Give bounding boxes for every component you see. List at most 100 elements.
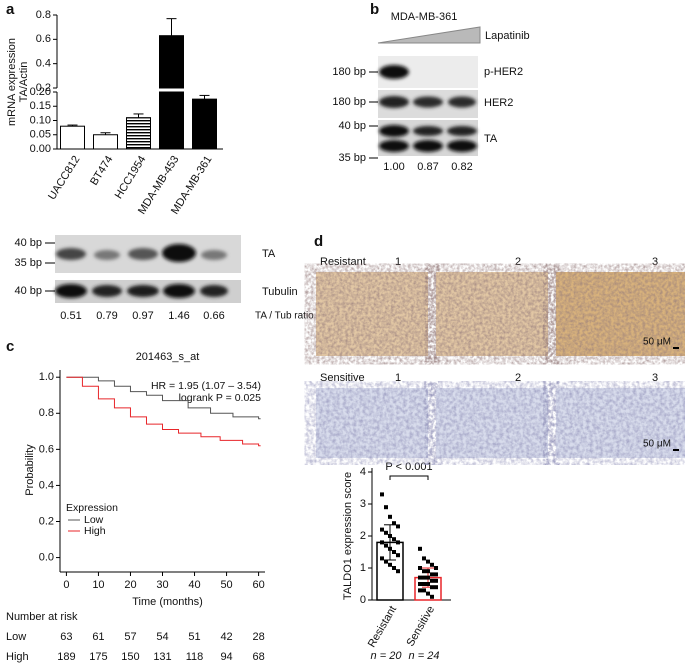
risk-row-label: Low	[6, 631, 26, 643]
ihc-texture	[556, 388, 685, 458]
group-label: Sensitive	[320, 372, 365, 384]
y-tick-label: 0.15	[30, 100, 51, 112]
data-point	[384, 505, 388, 510]
y-tick-label: 0.10	[30, 114, 51, 126]
data-point	[418, 582, 422, 586]
x-tick-label: Sensitive	[404, 604, 437, 649]
legend-title: Expression	[66, 502, 118, 514]
annotation: HR = 1.95 (1.07 – 3.54)	[151, 380, 261, 392]
data-point	[396, 553, 400, 558]
data-point	[430, 594, 434, 599]
ihc-texture	[316, 272, 428, 356]
column-label: 1	[395, 256, 401, 268]
x-tick-label: Resistant	[366, 604, 399, 650]
data-point	[422, 575, 426, 580]
y-tick-label: 0.4	[39, 479, 54, 491]
size-marker: 40 bp	[14, 237, 42, 249]
panel-label: c	[6, 338, 14, 355]
data-point	[396, 569, 400, 574]
y-tick-label: 1	[360, 562, 366, 574]
data-point	[426, 582, 430, 586]
risk-value: 118	[186, 651, 204, 663]
y-tick-label: 0.0	[39, 551, 54, 563]
risk-value: 150	[121, 651, 139, 663]
y-tick-label: 3	[360, 498, 366, 510]
column-label: 1	[395, 372, 401, 384]
y-axis-label: mRNA expression	[6, 38, 18, 126]
y-tick-label: 0.00	[30, 143, 51, 155]
x-tick-label: 10	[92, 579, 104, 591]
blot-bands	[55, 244, 228, 298]
blot-ratio: 0.79	[96, 310, 117, 322]
blot-row-label: TA	[484, 133, 498, 145]
blot-ratio: 0.66	[203, 310, 224, 322]
blot-ratio: 0.51	[60, 310, 81, 322]
size-marker: 35 bp	[14, 257, 42, 269]
y-axis-label: Probability	[24, 444, 36, 496]
data-point	[426, 575, 430, 580]
risk-value: 51	[188, 631, 200, 643]
risk-value: 57	[124, 631, 136, 643]
blot-bands	[379, 65, 477, 152]
data-point	[418, 546, 422, 551]
data-point	[422, 569, 426, 574]
x-tick-label: UACC812	[46, 154, 82, 202]
risk-value: 61	[92, 631, 104, 643]
y-tick-label: 0.6	[39, 443, 54, 455]
data-point	[380, 527, 384, 532]
n-label: n = 20	[371, 650, 403, 662]
data-point	[434, 566, 438, 570]
column-label: 3	[652, 372, 658, 384]
blot-ratio: 1.46	[168, 310, 189, 322]
x-axis-label: Time (months)	[132, 596, 203, 608]
data-point	[426, 559, 430, 564]
data-point	[418, 575, 422, 580]
data-point	[396, 524, 400, 529]
blot-ratio: 1.00	[383, 161, 404, 173]
bar	[60, 125, 85, 150]
bar	[159, 35, 184, 89]
ihc-texture	[316, 388, 428, 458]
ihc-texture	[556, 272, 685, 356]
y-tick-label: 0.6	[36, 33, 51, 45]
y-tick-label: 0	[360, 594, 366, 606]
data-point	[434, 578, 438, 583]
y-tick-label: 0.4	[36, 58, 51, 70]
size-marker: 180 bp	[332, 66, 366, 78]
treatment-label: Lapatinib	[485, 30, 530, 42]
n-label: n = 24	[409, 650, 440, 662]
risk-value: 63	[60, 631, 72, 643]
data-point	[430, 562, 434, 567]
y-tick-label: 1.0	[39, 371, 54, 383]
annotation: logrank P = 0.025	[179, 392, 262, 404]
data-point	[380, 556, 384, 561]
data-point	[434, 572, 438, 577]
data-point	[418, 566, 422, 570]
data-point	[388, 534, 392, 538]
data-point	[422, 588, 426, 593]
risk-value: 28	[252, 631, 264, 643]
x-tick-label: 40	[188, 579, 200, 591]
group-label: Resistant	[320, 256, 366, 268]
data-point	[422, 556, 426, 561]
y-tick-label: 0.2	[36, 82, 51, 94]
bar	[159, 91, 184, 150]
blot-ratio: 0.87	[417, 161, 438, 173]
ihc-texture	[436, 388, 548, 458]
data-point	[380, 540, 384, 545]
x-tick-label: 0	[63, 579, 69, 591]
bar	[126, 117, 151, 150]
y-tick-label: 0.8	[39, 407, 54, 419]
risk-value: 175	[89, 651, 107, 663]
size-marker: 35 bp	[338, 152, 366, 164]
ratio-label: TA / Tub ratio	[255, 311, 314, 322]
bar	[93, 134, 118, 150]
scale-label: 50 μM	[643, 337, 671, 348]
x-tick-label: 30	[156, 579, 168, 591]
data-point	[430, 578, 434, 583]
y-tick-label: 0.2	[39, 515, 54, 527]
column-label: 2	[515, 372, 521, 384]
data-point	[388, 546, 392, 551]
blot-row-label: HER2	[484, 97, 513, 109]
